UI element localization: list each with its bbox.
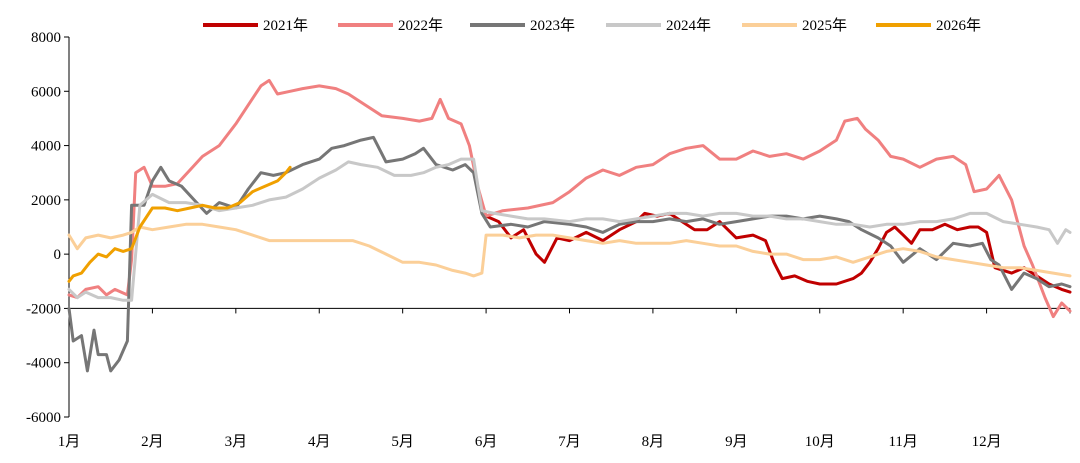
y-axis-ticks: 8000 6000 4000 2000 0 -2000 -4000 -6000 (26, 30, 69, 426)
y-tick-label: -2000 (26, 301, 61, 317)
series-line-6 (67, 165, 292, 283)
series-line-1 (484, 211, 1072, 294)
x-tick-label: 9月 (725, 434, 748, 450)
series-line-3 (67, 135, 1072, 373)
x-tick-label: 5月 (391, 434, 414, 450)
legend: 2021年 2022年 2023年 2024年 2025年 2026年 (203, 17, 981, 34)
y-tick-label: -4000 (26, 356, 61, 372)
x-tick-label: 4月 (308, 434, 331, 450)
x-tick-label: 6月 (475, 434, 498, 450)
x-tick-label: 1月 (58, 434, 81, 450)
x-axis-ticks: 1月 2月 3月 4月 5月 6月 7月 8月 9月 10月 11月 12月 (58, 308, 1071, 450)
x-tick-label: 3月 (225, 434, 248, 450)
series-layer (67, 78, 1072, 373)
legend-label: 2025年 (802, 17, 847, 34)
x-tick-label: 2月 (141, 434, 164, 450)
y-tick-label: 8000 (31, 30, 61, 46)
x-tick-label: 10月 (805, 434, 835, 450)
series-line-5 (67, 222, 1072, 278)
series-line-2 (67, 78, 1072, 319)
x-tick-label: 7月 (558, 434, 581, 450)
legend-label: 2023年 (530, 17, 575, 34)
y-tick-label: 2000 (31, 193, 61, 209)
legend-label: 2024年 (666, 17, 711, 34)
x-tick-label: 8月 (642, 434, 665, 450)
legend-label: 2021年 (263, 17, 308, 34)
x-tick-label: 12月 (972, 434, 1002, 450)
y-tick-label: 0 (54, 247, 62, 263)
y-tick-label: 4000 (31, 139, 61, 155)
y-tick-label: -6000 (26, 410, 61, 426)
legend-label: 2026年 (936, 17, 981, 34)
y-tick-label: 6000 (31, 84, 61, 100)
x-tick-label: 11月 (888, 434, 917, 450)
legend-label: 2022年 (398, 17, 443, 34)
